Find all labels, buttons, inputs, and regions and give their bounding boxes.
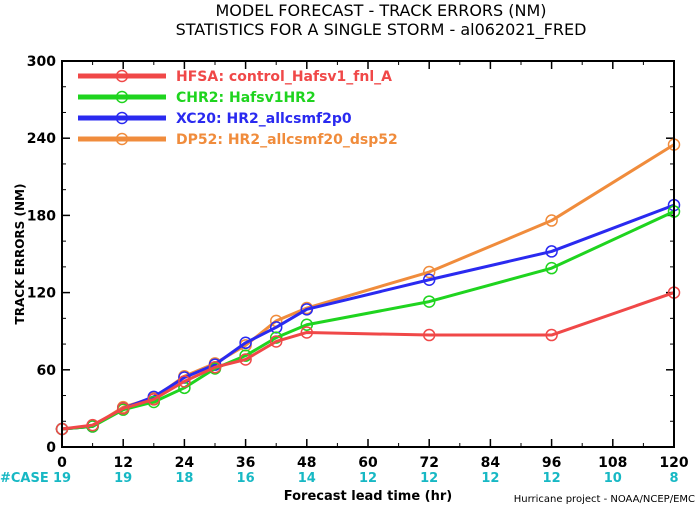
y-tick-label: 180	[27, 208, 56, 224]
case-count: 10	[604, 471, 622, 486]
case-label: #CASE	[0, 471, 49, 486]
data-point	[300, 303, 314, 316]
credit-text: Hurricane project - NOAA/NCEP/EMC	[514, 494, 695, 505]
x-tick-label: 60	[358, 455, 378, 471]
legend-label: CHR2: Hafsv1HR2	[176, 90, 316, 106]
data-point	[147, 393, 161, 406]
data-point	[239, 353, 252, 366]
data-point	[300, 318, 314, 332]
x-axis-ticks: 0 12 24 36 48 60 72 84 96 108 120	[57, 61, 689, 471]
y-tick-label: 0	[46, 440, 56, 456]
case-count: 19	[114, 471, 132, 486]
data-point	[116, 402, 130, 415]
x-tick-label: 36	[236, 455, 255, 471]
legend-label: DP52: HR2_allcsmf20_dsp52	[176, 132, 398, 148]
legend-marker	[115, 69, 129, 83]
data-point	[422, 265, 436, 279]
legend-marker	[115, 111, 129, 125]
data-point	[269, 335, 283, 348]
data-point	[545, 214, 558, 227]
case-count: 14	[298, 471, 316, 486]
series-line	[61, 143, 675, 431]
data-point	[239, 336, 252, 350]
x-axis-label: Forecast lead time (hr)	[284, 489, 452, 504]
legend-marker	[115, 90, 129, 104]
case-count: 19	[53, 471, 71, 486]
case-count: 12	[420, 471, 438, 486]
x-tick-label: 24	[175, 455, 195, 471]
data-point	[422, 328, 436, 342]
data-point	[422, 295, 436, 308]
legend-label: HFSA: control_Hafsv1_fnl_A	[176, 69, 392, 85]
y-tick-label: 240	[27, 131, 56, 147]
y-tick-label: 120	[27, 286, 56, 302]
data-point	[86, 418, 99, 432]
y-axis-label: TRACK ERRORS (NM)	[13, 184, 27, 325]
y-tick-label: 60	[37, 363, 57, 379]
data-point	[545, 328, 558, 342]
x-tick-label: 120	[659, 455, 688, 471]
plot-frame	[61, 60, 675, 448]
case-count: 12	[481, 471, 499, 486]
x-tick-label: 12	[113, 455, 132, 471]
legend: HFSA: control_Hafsv1_fnl_A CHR2: Hafsv1HR…	[78, 69, 398, 148]
data-point	[300, 326, 314, 339]
data-point	[422, 273, 436, 286]
y-tick-label: 300	[27, 54, 56, 70]
case-count: 16	[237, 471, 255, 486]
case-count: 18	[175, 471, 193, 486]
data-point	[178, 375, 191, 388]
legend-marker	[115, 132, 129, 146]
x-tick-label: 0	[57, 455, 67, 471]
x-tick-label: 48	[297, 455, 316, 471]
x-tick-label: 96	[542, 455, 561, 471]
x-tick-label: 84	[481, 455, 501, 471]
chart-title: MODEL FORECAST - TRACK ERRORS (NM)	[215, 1, 546, 20]
case-counts: 19 19 18 16 14 12 12 12 12 10 8	[53, 471, 679, 486]
data-point	[545, 261, 558, 275]
x-tick-label: 108	[598, 455, 627, 471]
case-count: 8	[669, 471, 678, 486]
series-layer	[55, 138, 681, 436]
legend-label: XC20: HR2_allcsmf2p0	[176, 111, 352, 127]
chart-subtitle: STATISTICS FOR A SINGLE STORM - al062021…	[176, 20, 587, 40]
case-count: 12	[359, 471, 377, 486]
data-point	[545, 245, 558, 258]
series-line	[61, 203, 675, 431]
case-count: 12	[543, 471, 561, 486]
x-tick-label: 72	[419, 455, 438, 471]
data-point	[208, 360, 222, 374]
